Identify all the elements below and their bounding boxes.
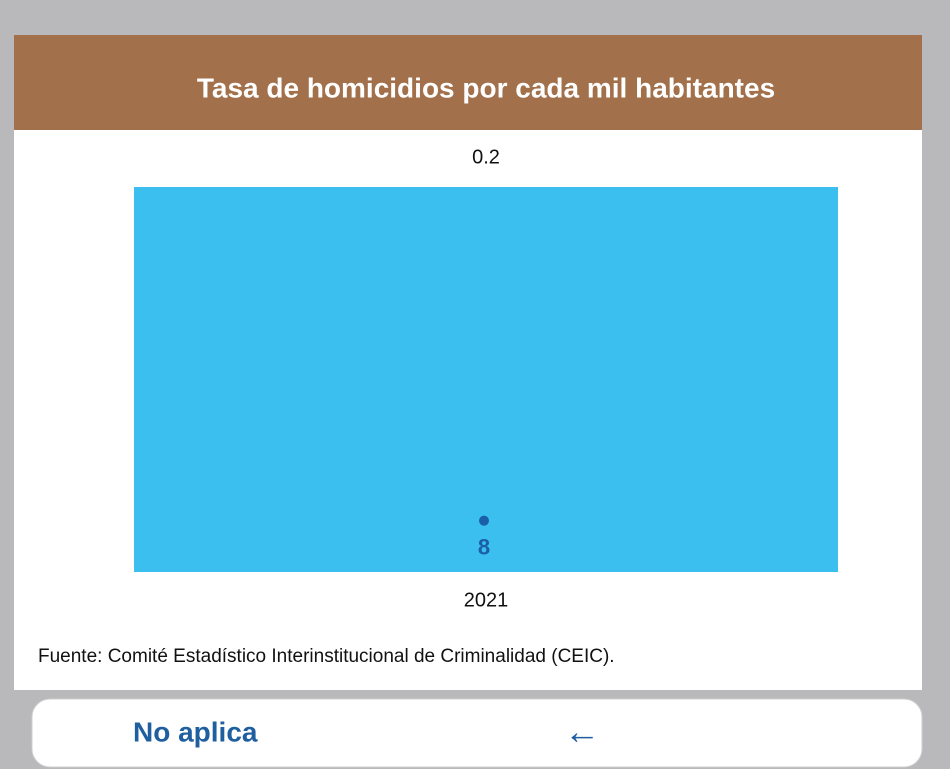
button-label[interactable]: No aplica [133,716,258,747]
point-label: 8 [478,534,490,559]
point [479,515,489,526]
button[interactable] [31,698,923,768]
source-note: Fuente: Comité Estadístico Interinstituc… [38,646,615,667]
card-title: Tasa de homicidios por cada mil habitant… [197,72,775,103]
x-tick-label: 2021 [464,589,509,611]
bar-value-label: 0.2 [472,146,500,168]
bar [134,187,838,572]
back-arrow[interactable]: ← [564,711,600,752]
card-header [14,35,922,130]
chart: 0.2 2021 8 [134,146,838,611]
